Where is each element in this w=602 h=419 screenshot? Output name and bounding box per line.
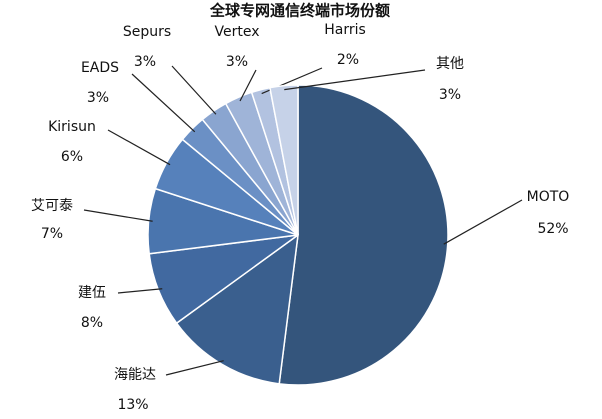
leader-line — [171, 65, 217, 115]
pie-slice — [269, 84, 299, 236]
slice-label: MOTO — [527, 189, 570, 205]
leader-line — [83, 209, 153, 222]
value-label: 2% — [337, 52, 359, 68]
value-label: 8% — [81, 315, 103, 331]
slice-label: EADS — [81, 60, 119, 76]
leader-line — [284, 69, 426, 91]
leader-line — [117, 288, 163, 294]
slice-label: Harris — [324, 22, 366, 38]
chart-title: 全球专网通信终端市场份额 — [209, 2, 390, 20]
leader-line — [239, 69, 257, 102]
value-label: 52% — [537, 221, 568, 237]
value-label: 7% — [41, 226, 63, 242]
slice-label: 海能达 — [114, 367, 156, 383]
leader-line — [165, 360, 224, 376]
slice-label: Kirisun — [48, 119, 96, 135]
pie-slice — [175, 233, 299, 385]
value-label: 3% — [87, 90, 109, 106]
value-label: 13% — [117, 397, 148, 413]
slice-label: 艾可泰 — [31, 198, 73, 214]
value-label: 3% — [439, 87, 461, 103]
value-label: 3% — [226, 54, 248, 70]
value-label: 3% — [134, 54, 156, 70]
slice-label: 其他 — [436, 56, 464, 72]
leader-line — [443, 199, 523, 245]
slice-label: Sepurs — [123, 24, 171, 40]
leader-line — [107, 129, 171, 166]
slice-label: Vertex — [214, 24, 259, 40]
leader-line — [131, 73, 196, 133]
value-label: 6% — [61, 149, 83, 165]
pie-slice — [278, 84, 449, 386]
slice-label: 建伍 — [78, 285, 106, 301]
